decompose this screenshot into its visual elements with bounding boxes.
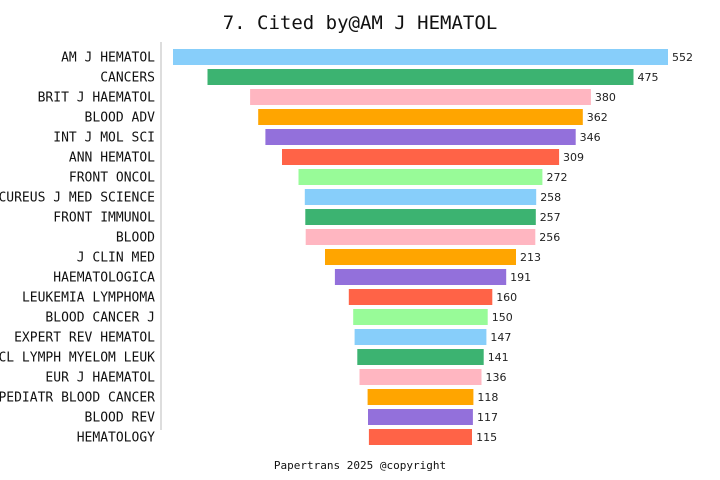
category-label: CL LYMPH MYELOM LEUK [0, 351, 155, 366]
bar [305, 229, 536, 245]
bar [348, 289, 493, 305]
category-label: INT J MOL SCI [53, 131, 155, 146]
category-label: EXPERT REV HEMATOL [14, 331, 155, 346]
value-label: 380 [595, 91, 616, 104]
value-label: 362 [587, 111, 608, 124]
value-label: 150 [492, 311, 513, 324]
bar [207, 69, 634, 85]
bar [334, 269, 507, 285]
value-label: 256 [539, 231, 560, 244]
bar [353, 309, 488, 325]
footer-copyright: Papertrans 2025 @copyright [274, 459, 446, 472]
value-labels: 552 475 380 362 346 309 272 258 257 256 213 191 160 1… [476, 51, 693, 444]
bar [354, 329, 487, 345]
category-label: BLOOD REV [85, 411, 156, 426]
bar [282, 149, 560, 165]
bar [250, 89, 591, 105]
bar [368, 409, 473, 425]
chart-title: 7. Cited by@AM J HEMATOL [223, 12, 498, 34]
value-label: 147 [490, 331, 511, 344]
category-label: EUR J HAEMATOL [45, 371, 155, 386]
bar [367, 389, 474, 405]
category-labels: AM J HEMATOL CANCERS BRIT J HAEMATOL BLOOD … [0, 51, 155, 446]
bar [325, 249, 516, 265]
bar [265, 129, 576, 145]
value-label: 118 [477, 391, 498, 404]
value-label: 309 [563, 151, 584, 164]
value-label: 552 [672, 51, 693, 64]
bars-group [173, 49, 668, 445]
category-label: CANCERS [100, 71, 155, 86]
value-label: 191 [510, 271, 531, 284]
value-label: 272 [547, 171, 568, 184]
bar [359, 369, 482, 385]
category-label: ANN HEMATOL [69, 151, 155, 166]
value-label: 346 [580, 131, 601, 144]
bar [305, 209, 536, 225]
category-label: J CLIN MED [77, 251, 155, 266]
category-label: HEMATOLOGY [77, 431, 155, 446]
value-label: 115 [476, 431, 497, 444]
category-label: FRONT ONCOL [69, 171, 155, 186]
value-label: 213 [520, 251, 541, 264]
bar [258, 109, 583, 125]
value-label: 117 [477, 411, 498, 424]
category-label: BLOOD [116, 231, 155, 246]
category-label: BLOOD ADV [85, 111, 156, 126]
value-label: 258 [540, 191, 561, 204]
category-label: FRONT IMMUNOL [53, 211, 155, 226]
category-label: BRIT J HAEMATOL [38, 91, 156, 106]
category-label: CUREUS J MED SCIENCE [0, 191, 155, 206]
bar [173, 49, 668, 65]
value-label: 141 [488, 351, 509, 364]
category-label: BLOOD CANCER J [45, 311, 155, 326]
value-label: 160 [496, 291, 517, 304]
bar [368, 429, 472, 445]
bar [357, 349, 484, 365]
value-label: 257 [540, 211, 561, 224]
value-label: 136 [486, 371, 507, 384]
category-label: LEUKEMIA LYMPHOMA [22, 291, 155, 306]
bar [298, 169, 543, 185]
category-label: AM J HEMATOL [61, 51, 155, 66]
bar [304, 189, 537, 205]
category-label: HAEMATOLOGICA [53, 271, 155, 286]
value-label: 475 [638, 71, 659, 84]
category-label: PEDIATR BLOOD CANCER [0, 391, 155, 406]
